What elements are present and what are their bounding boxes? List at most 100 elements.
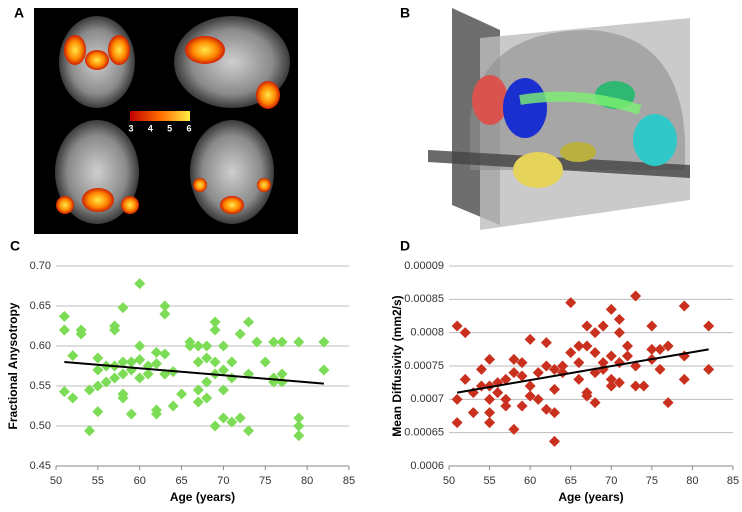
data-point — [117, 302, 129, 314]
data-point — [508, 353, 520, 365]
x-tick-label: 70 — [605, 475, 617, 487]
data-point — [597, 320, 609, 332]
x-tick-label: 85 — [727, 475, 739, 487]
data-point — [492, 387, 504, 399]
data-point — [484, 417, 496, 429]
data-point — [548, 363, 560, 375]
panel-a-image — [34, 8, 298, 234]
y-axis-title: Mean Diffusivity (mm2/s) — [390, 295, 404, 436]
data-point — [184, 340, 196, 352]
trend-line — [64, 361, 324, 385]
data-point — [662, 340, 674, 352]
data-point — [209, 420, 221, 432]
data-point — [201, 376, 213, 388]
data-point — [142, 368, 154, 380]
data-point — [703, 320, 715, 332]
data-point — [234, 328, 246, 340]
panel-label: C — [10, 238, 20, 254]
y-tick-label: 0.0006 — [410, 460, 444, 472]
data-point — [259, 356, 271, 368]
y-tick-label: 0.0008 — [410, 327, 444, 339]
data-point — [451, 320, 463, 332]
data-point — [703, 363, 715, 375]
data-point — [573, 373, 585, 385]
data-point — [548, 435, 560, 447]
colorbar-tick-label: 6 — [186, 123, 191, 133]
data-point — [678, 300, 690, 312]
y-tick-label: 0.0007 — [410, 393, 444, 405]
data-point — [532, 367, 544, 379]
data-point — [150, 358, 162, 370]
data-point — [83, 384, 95, 396]
data-point — [484, 380, 496, 392]
data-point — [293, 336, 305, 348]
panel-label: A — [14, 5, 24, 21]
data-point — [475, 363, 487, 375]
data-point — [484, 393, 496, 405]
y-tick-label: 0.50 — [30, 420, 51, 432]
data-point — [516, 400, 528, 412]
data-point — [540, 403, 552, 415]
panel-b-image — [428, 8, 690, 230]
data-point — [589, 327, 601, 339]
data-point — [92, 406, 104, 418]
panel-label: D — [400, 238, 410, 254]
x-tick-label: 65 — [565, 475, 577, 487]
data-point — [605, 350, 617, 362]
data-point — [293, 412, 305, 424]
data-point — [451, 417, 463, 429]
data-point — [459, 327, 471, 339]
x-tick-label: 80 — [686, 475, 698, 487]
data-point — [508, 423, 520, 435]
data-point — [251, 336, 263, 348]
data-point — [484, 353, 496, 365]
data-point — [524, 380, 536, 392]
data-point — [573, 357, 585, 369]
data-point — [589, 347, 601, 359]
data-point — [134, 372, 146, 384]
x-tick-label: 75 — [646, 475, 658, 487]
data-point — [318, 364, 330, 376]
data-point — [589, 397, 601, 409]
data-point — [109, 324, 121, 336]
data-point — [134, 340, 146, 352]
data-point — [201, 340, 213, 352]
data-point — [276, 368, 288, 380]
data-point — [159, 308, 171, 320]
y-tick-label: 0.00075 — [404, 360, 444, 372]
data-point — [192, 396, 204, 408]
data-point — [83, 425, 95, 437]
data-point — [226, 416, 238, 428]
data-point — [117, 356, 129, 368]
x-tick-label: 55 — [483, 475, 495, 487]
data-point — [192, 356, 204, 368]
y-tick-label: 0.65 — [30, 300, 51, 312]
data-point — [630, 290, 642, 302]
data-point — [654, 343, 666, 355]
data-point — [159, 300, 171, 312]
data-point — [217, 364, 229, 376]
data-point — [500, 393, 512, 405]
data-point — [451, 393, 463, 405]
data-point — [276, 336, 288, 348]
data-point — [516, 357, 528, 369]
data-point — [630, 380, 642, 392]
trend-line — [456, 348, 709, 394]
data-point — [508, 367, 520, 379]
x-axis-title: Age (years) — [558, 490, 623, 504]
data-point — [92, 352, 104, 364]
data-point — [581, 320, 593, 332]
data-point — [167, 400, 179, 412]
data-point — [109, 372, 121, 384]
data-point — [532, 393, 544, 405]
y-tick-label: 0.00009 — [404, 260, 444, 272]
data-point — [134, 278, 146, 290]
data-point — [67, 392, 79, 404]
data-point — [524, 333, 536, 345]
data-point — [92, 364, 104, 376]
data-point — [243, 425, 255, 437]
data-point — [209, 316, 221, 328]
data-point — [613, 313, 625, 325]
data-point — [500, 373, 512, 385]
data-point — [646, 320, 658, 332]
